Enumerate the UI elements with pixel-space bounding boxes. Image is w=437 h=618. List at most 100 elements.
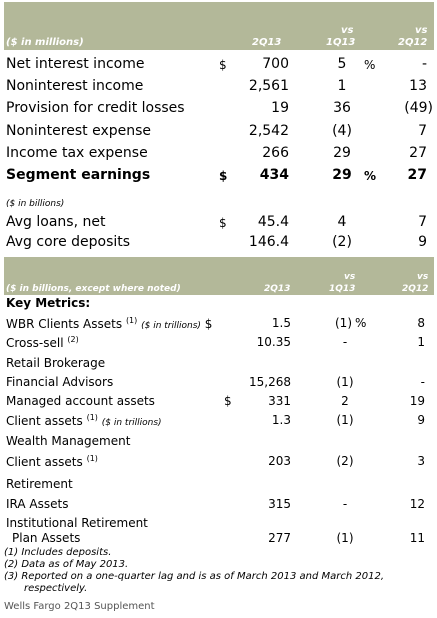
value-2q13: 1.3 [271,413,291,427]
table1-col2-top: vs [341,25,354,36]
value-vs-1q13: (1) [336,375,354,389]
row-label: Institutional Retirement [6,516,148,530]
value-vs-1q13: (1) [335,316,352,330]
page-footer: Wells Fargo 2Q13 Supplement [4,601,155,612]
value-2q13: 2,561 [248,78,289,94]
value-vs-1q13: 29 [333,145,351,161]
unit-note: ($ in trillions) [141,321,201,331]
table2-col1: 2Q13 [264,284,291,294]
footnote-3-continued: respectively. [24,583,88,594]
value-vs-2q12: 13 [409,78,427,94]
label-text: Client assets [6,414,83,428]
value-2q13: 203 [268,454,291,468]
unit-label: ($ in billions) [6,199,65,209]
value-2q13: 331 [268,394,291,408]
value-2q13: 277 [268,531,291,545]
value-vs-2q12: 19 [409,394,425,408]
row-label: Managed account assets [6,394,155,408]
footnote-ref: (1) [86,454,98,463]
value-2q13: 45.4 [257,214,289,230]
footnote-ref: (2) [67,335,79,344]
footnote-1: (1) Includes deposits. [4,547,112,558]
label-text: WBR Clients Assets [6,317,123,331]
footnote-ref: (1) [125,316,138,325]
table2-col2-top: vs [344,272,356,282]
row-label: Avg core deposits [6,234,131,250]
percent-sign: % [355,316,367,330]
row-label: Financial Advisors [6,375,114,389]
row-label: Client assets (1) ($ in trillions) [6,413,162,428]
row-label: Net interest income [6,56,145,72]
table1-header: ($ in millions) 2Q13 vs 1Q13 vs 2Q12 [4,2,434,50]
value-2q13: 266 [262,145,289,161]
dollar-sign: $ [219,216,227,230]
value-vs-1q13: (2) [332,234,352,250]
footnote-ref: (1) [86,413,98,422]
value-vs-1q13: 1 [337,78,347,94]
value-vs-2q12: 8 [417,316,425,330]
row-label: Income tax expense [6,145,148,161]
section-title: Retail Brokerage [6,356,106,370]
dollar-sign: $ [219,58,227,72]
dollar-sign: $ [224,394,232,408]
value-2q13: 1.5 [271,316,291,330]
label-text: Client assets [6,455,83,469]
value-vs-1q13: (2) [336,454,354,468]
value-2q13: 19 [271,100,289,116]
value-vs-2q12: 7 [418,214,427,230]
value-vs-1q13: - [342,335,348,349]
value-vs-2q12: 1 [417,335,425,349]
table1-col1: 2Q13 [252,37,282,48]
table2-col3: 2Q12 [402,284,429,294]
row-label: Noninterest expense [6,123,152,139]
value-2q13: 15,268 [249,375,291,389]
row-label: Client assets (1) [6,454,98,469]
percent-sign: % [364,169,377,183]
table1-col3: 2Q12 [398,37,428,48]
value-vs-1q13: 5 [337,56,347,72]
row-label: Avg loans, net [6,214,106,230]
table1-unit: ($ in millions) [6,37,84,48]
value-vs-2q12: 27 [409,145,427,161]
percent-sign: % [364,58,376,72]
row-label: WBR Clients Assets (1) ($ in trillions) … [6,316,212,331]
value-vs-2q12: (49) [404,100,433,116]
value-2q13: 10.35 [256,335,291,349]
value-2q13: 434 [259,167,289,183]
value-vs-2q12: 3 [417,454,425,468]
section-title: Wealth Management [6,434,131,448]
table1-col2: 1Q13 [326,37,356,48]
value-vs-1q13: - [342,497,348,511]
value-vs-1q13: 4 [337,214,347,230]
label-text: Cross-sell [6,336,64,350]
value-2q13: 315 [268,497,291,511]
value-vs-2q12: - [421,56,427,72]
table1-col3-top: vs [415,25,428,36]
row-label: Cross-sell (2) [6,335,79,350]
value-vs-1q13: 29 [332,167,352,183]
row-label: Segment earnings [6,167,151,183]
value-vs-2q12: 9 [418,234,427,250]
value-2q13: 2,542 [248,123,289,139]
row-label: Provision for credit losses [6,100,185,116]
table2-header: ($ in billions, except where noted) 2Q13… [4,257,434,295]
footnote-2: (2) Data as of May 2013. [4,559,129,570]
value-vs-1q13: (1) [336,531,354,545]
unit-note: ($ in trillions) [101,418,162,428]
row-label-continued: Plan Assets [12,531,81,545]
value-vs-1q13: 2 [341,394,349,408]
table2-unit: ($ in billions, except where noted) [6,284,181,294]
value-vs-1q13: (1) [336,413,354,427]
value-vs-2q12: 7 [418,123,427,139]
footnote-3: (3) Reported on a one-quarter lag and is… [4,571,385,582]
value-vs-2q12: 9 [417,413,425,427]
row-label: Noninterest income [6,78,144,94]
value-vs-2q12: 11 [409,531,425,545]
dollar-sign: $ [204,317,213,331]
table2-col2: 1Q13 [329,284,356,294]
table2-col3-top: vs [417,272,429,282]
dollar-sign: $ [219,169,228,183]
value-vs-1q13: (4) [332,123,352,139]
section-title: Key Metrics: [6,296,91,310]
value-vs-2q12: 27 [407,167,427,183]
